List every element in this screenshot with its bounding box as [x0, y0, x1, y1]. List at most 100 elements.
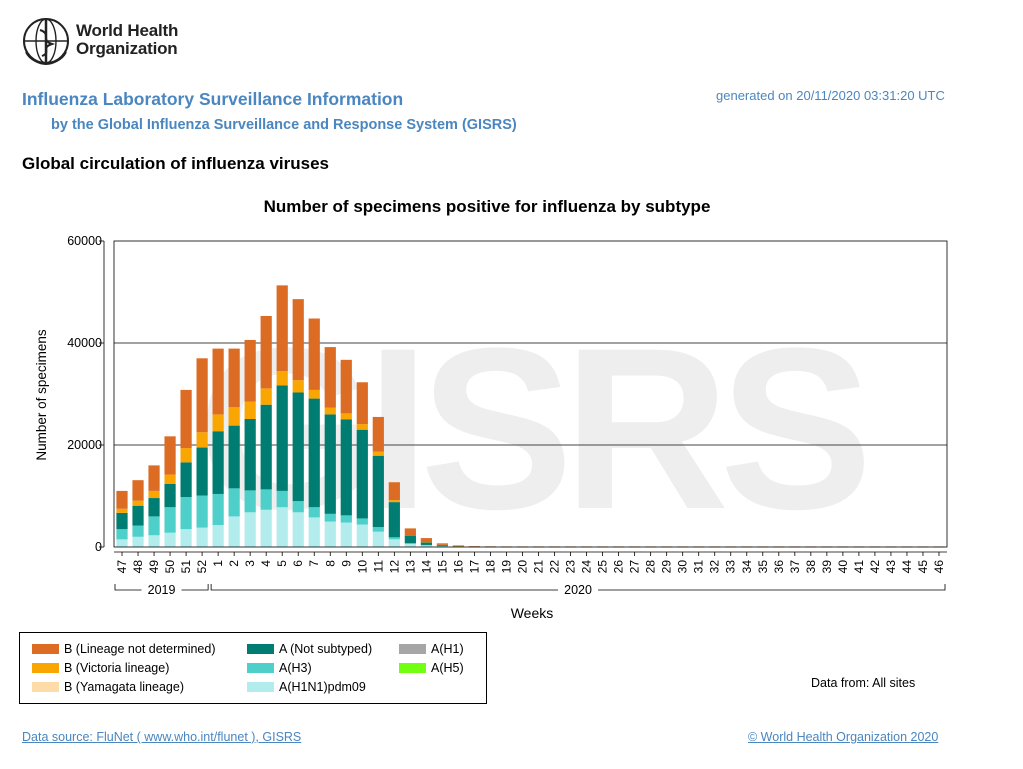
bar-segment [324, 521, 336, 547]
bar-segment [180, 389, 192, 449]
year-bracket-right [598, 584, 946, 591]
influenza-chart: Number of specimens positive for influen… [34, 197, 948, 621]
x-tick-label: 18 [483, 560, 497, 574]
x-tick-label: 36 [772, 560, 786, 574]
bar-segment [324, 347, 336, 408]
bar-segment [148, 535, 160, 547]
bar-segment [164, 532, 176, 547]
legend-swatch [399, 644, 426, 654]
bar-segment [308, 318, 320, 390]
bar-segment [356, 518, 368, 525]
bar-segment [420, 545, 432, 547]
bar-segment [180, 497, 192, 530]
bar-segment [116, 508, 128, 513]
bar-segment [404, 543, 416, 547]
who-logo-text: World Health Organization [76, 22, 178, 58]
bar-segment [324, 414, 336, 514]
x-tick-label: 47 [115, 560, 129, 574]
bar-segment [244, 339, 256, 402]
bars [116, 285, 945, 548]
y-axis-label: Number of specimens [34, 329, 49, 461]
bar-segment [404, 528, 416, 536]
x-tick-label: 6 [291, 560, 305, 567]
x-tick-label: 5 [275, 560, 289, 567]
bar-segment [244, 490, 256, 513]
x-tick-label: 1 [211, 560, 225, 567]
bar-segment [196, 527, 208, 547]
legend-item: B (Yamagata lineage) [32, 680, 184, 694]
legend-label: A(H1N1)pdm09 [279, 680, 366, 694]
bar-segment [228, 516, 240, 547]
bar-segment [356, 524, 368, 547]
bar-segment [324, 513, 336, 522]
x-axis: 47 48 49 50 51 52 1 2 3 4 5 6 7 8 9 10 11 12 13 14 15 16 17 18 1… [114, 551, 947, 574]
x-tick-label: 9 [339, 560, 353, 567]
logo-line-2: Organization [76, 39, 178, 58]
year-groups: 2019 2020 [114, 583, 946, 597]
bar-segment [292, 512, 304, 547]
bar-segment [388, 537, 400, 540]
bar-segment [228, 425, 240, 489]
legend-item: A(H1) [399, 642, 464, 656]
bar-segment [164, 436, 176, 475]
bar-segment [132, 505, 144, 526]
bar-segment [148, 516, 160, 536]
bar-segment [340, 419, 352, 516]
legend-label: A(H3) [279, 661, 312, 675]
legend-item: B (Lineage not determined) [32, 642, 215, 656]
who-logo [20, 16, 180, 66]
bar-segment [196, 358, 208, 433]
bar-segment [420, 542, 432, 545]
bar-segment [212, 348, 224, 415]
bar-segment [212, 493, 224, 526]
x-tick-label: 22 [548, 560, 562, 574]
bar-segment [436, 543, 449, 545]
x-tick-label: 30 [676, 560, 690, 574]
bar-segment [260, 489, 272, 510]
bar-segment [244, 418, 256, 491]
x-tick-label: 4 [259, 560, 273, 567]
bar-segment [260, 509, 272, 547]
bar-segment [324, 407, 336, 415]
bar-segment [308, 398, 320, 508]
bar-segment [372, 416, 384, 452]
bar-segment [212, 414, 224, 432]
bar-segment [196, 495, 208, 528]
year-bracket-left [210, 584, 559, 591]
y-tick-label: 0 [95, 540, 102, 554]
legend-swatch [247, 644, 274, 654]
x-tick-label: 20 [515, 560, 529, 574]
x-tick-label: 3 [243, 560, 257, 567]
legend-item: A (Not subtyped) [247, 642, 372, 656]
x-tick-label: 32 [708, 560, 722, 574]
x-tick-label: 50 [163, 560, 177, 574]
x-tick-label: 33 [724, 560, 738, 574]
legend-label: A(H1) [431, 642, 464, 656]
x-tick-label: 14 [419, 560, 433, 574]
x-tick-label: 19 [499, 560, 513, 574]
legend-label: B (Yamagata lineage) [64, 680, 184, 694]
bar-segment [308, 507, 320, 518]
bar-segment [260, 388, 272, 405]
bar-segment [308, 517, 320, 547]
bar-segment [132, 480, 144, 501]
bar-segment [340, 522, 352, 547]
y-axis: 0 20000 40000 60000 [67, 234, 105, 554]
bar-segment [452, 545, 465, 547]
year-label: 2020 [564, 583, 592, 597]
bar-segment [132, 536, 144, 547]
x-tick-label: 12 [387, 560, 401, 574]
copyright-link[interactable]: © World Health Organization 2020 [748, 730, 939, 744]
x-tick-label: 31 [692, 560, 706, 574]
legend-swatch [32, 644, 59, 654]
plot-frame [113, 240, 948, 548]
legend-swatch [399, 663, 426, 673]
bar-segment [260, 404, 272, 490]
legend-swatch [247, 663, 274, 673]
bar-segment [276, 507, 288, 547]
bar-segment [340, 359, 352, 414]
data-source-link[interactable]: Data source: FluNet ( www.who.int/flunet… [22, 730, 302, 744]
bar-segment [196, 432, 208, 448]
x-tick-label: 52 [195, 560, 209, 574]
x-tick-label: 34 [740, 560, 754, 574]
